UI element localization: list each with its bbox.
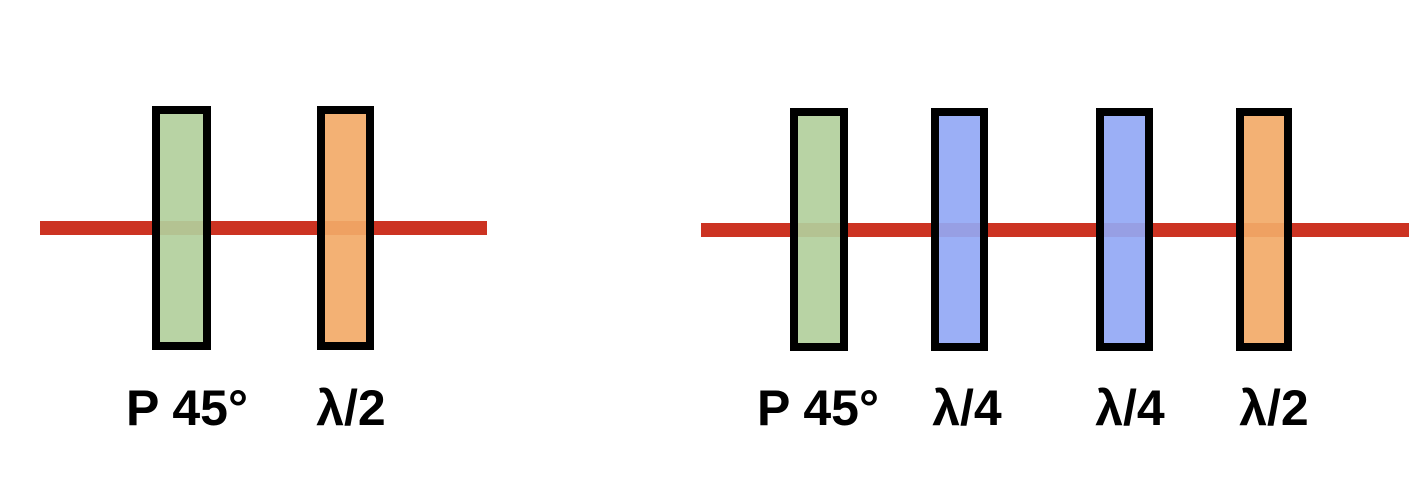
plate-label: λ/4 xyxy=(1095,380,1165,436)
quarter-wave-plate xyxy=(1096,108,1153,351)
polarizer-plate xyxy=(152,106,211,350)
plate-label: λ/4 xyxy=(932,380,1002,436)
plate-label: P 45° xyxy=(126,380,248,436)
plate-label: P 45° xyxy=(757,380,879,436)
half-wave-plate xyxy=(1236,108,1292,351)
half-wave-plate xyxy=(317,106,374,350)
quarter-wave-plate xyxy=(931,108,988,351)
plate-label: λ/2 xyxy=(316,380,386,436)
plate-label: λ/2 xyxy=(1239,380,1309,436)
polarizer-plate xyxy=(790,108,848,351)
setup-left: P 45° λ/2 xyxy=(40,106,487,436)
setup-right: P 45° λ/4 λ/4 λ/2 xyxy=(701,108,1409,436)
